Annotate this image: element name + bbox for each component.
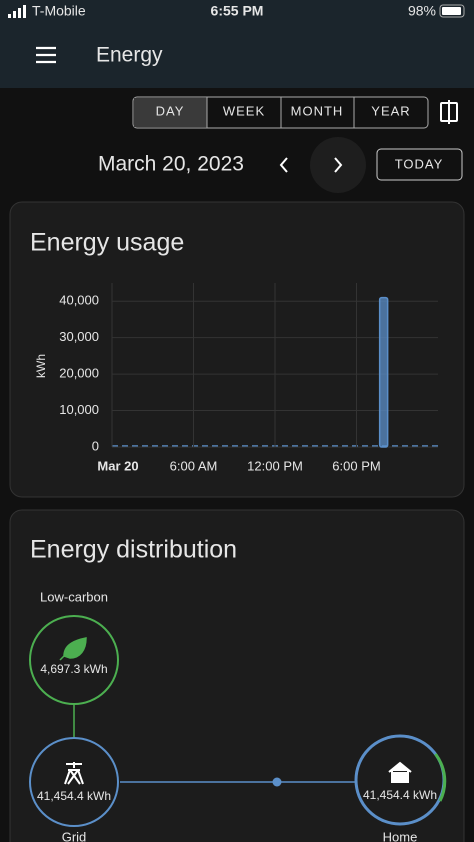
distribution-title: Energy distribution (30, 536, 237, 564)
node-value: 4,697.3 kWh (40, 662, 107, 676)
y-tick-label: 20,000 (59, 366, 99, 381)
y-axis-label: kWh (34, 354, 48, 378)
node-value: 41,454.4 kWh (37, 789, 111, 803)
low-carbon-node[interactable] (29, 615, 119, 705)
page-title: Energy (96, 44, 163, 67)
home-low-carbon-arc (434, 753, 447, 802)
period-tab[interactable]: WEEK (223, 103, 265, 118)
battery-level (442, 7, 461, 15)
home-icon (388, 761, 412, 783)
node-label: Low-carbon (40, 589, 108, 604)
x-tick-label: 6:00 AM (170, 458, 218, 473)
tower-icon (64, 762, 84, 785)
menu-button[interactable] (36, 46, 56, 64)
top-bar (0, 0, 474, 88)
x-tick-label: Mar 20 (97, 458, 138, 473)
compare-icon[interactable] (440, 100, 458, 124)
bar (378, 296, 389, 448)
y-tick-label: 30,000 (59, 329, 99, 344)
x-tick-label: 12:00 PM (247, 458, 303, 473)
next-button-bg (310, 137, 366, 193)
prev-button[interactable] (279, 157, 288, 173)
carrier: T-Mobile (32, 3, 86, 19)
period-tab[interactable]: DAY (156, 103, 185, 118)
node-label: Grid (62, 829, 87, 842)
y-tick-label: 0 (92, 438, 99, 453)
next-button[interactable] (334, 157, 343, 173)
node-label: Home (383, 829, 418, 842)
distribution-card (9, 509, 465, 842)
today-label: TODAY (395, 156, 444, 171)
x-tick-label: 6:00 PM (332, 458, 380, 473)
y-tick-label: 40,000 (59, 293, 99, 308)
period-tab[interactable]: MONTH (291, 103, 344, 118)
date: March 20, 2023 (98, 153, 244, 176)
battery-icon (439, 4, 465, 18)
grid-node[interactable] (29, 737, 119, 827)
signal-icon (8, 5, 26, 18)
leaf-icon (59, 637, 87, 661)
period-tab[interactable]: YEAR (371, 103, 410, 118)
chart-title: Energy usage (30, 229, 184, 257)
battery-percent: 98% (408, 3, 436, 19)
y-tick-label: 10,000 (59, 402, 99, 417)
clock: 6:55 PM (211, 3, 264, 19)
tab-active-bg (134, 98, 207, 127)
usage-card (9, 201, 465, 498)
today-button[interactable] (376, 148, 463, 181)
node-value: 41,454.4 kWh (363, 788, 437, 802)
flow-dot (272, 777, 282, 787)
